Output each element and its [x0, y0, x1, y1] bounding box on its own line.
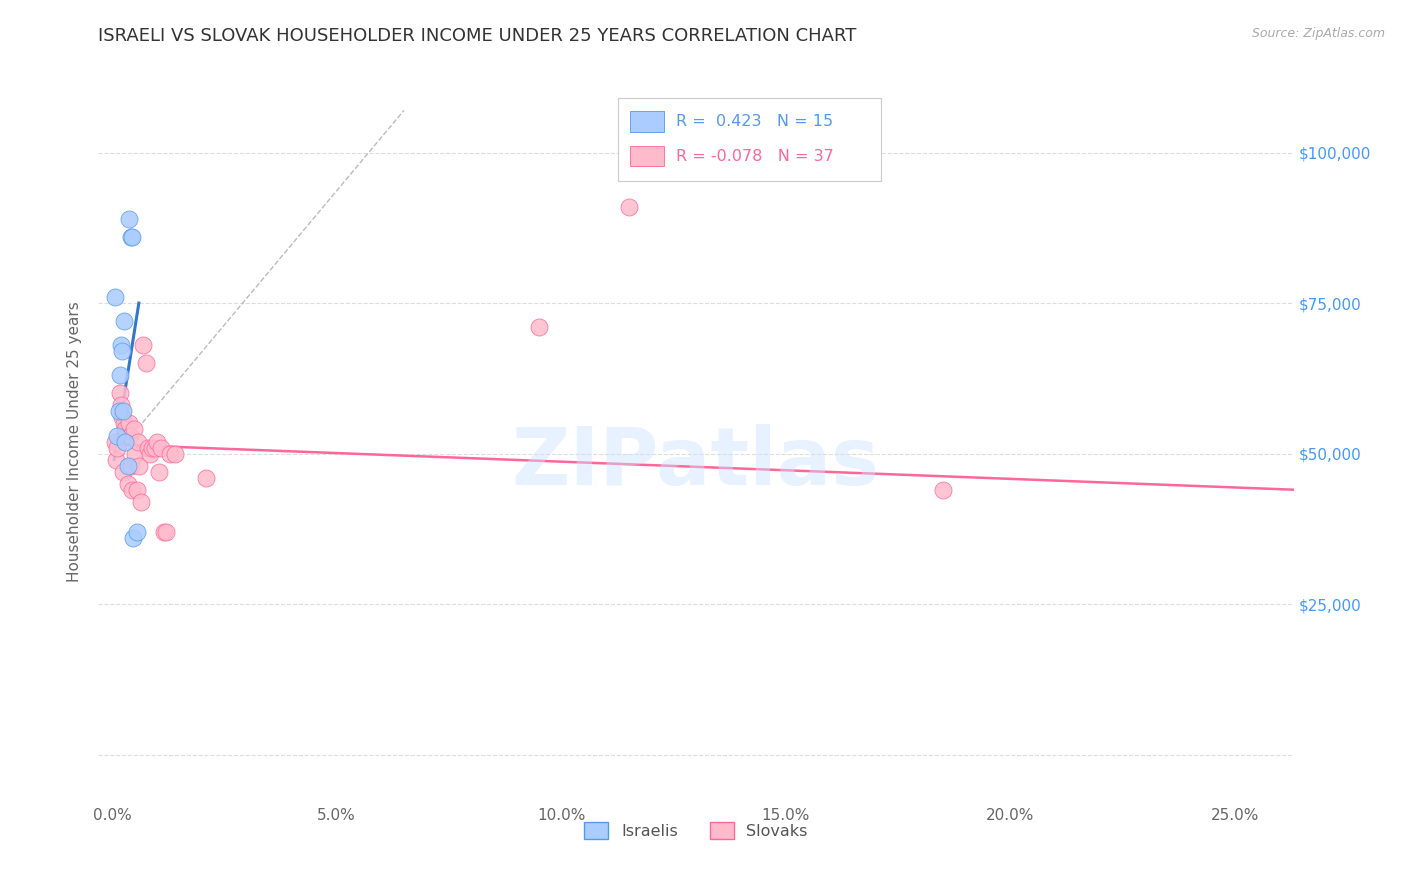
Point [139, 446, 162, 460]
Point [136, 441, 159, 455]
Y-axis label: Householder Income Under 25 years: Householder Income Under 25 years [67, 301, 83, 582]
Text: Source: ZipAtlas.com: Source: ZipAtlas.com [1251, 27, 1385, 40]
Point [105, 441, 128, 455]
Point [127, 434, 149, 449]
Point [125, 483, 148, 497]
Point [110, 338, 132, 352]
Point [617, 200, 640, 214]
Point [114, 422, 136, 436]
Point [121, 483, 143, 497]
FancyBboxPatch shape [619, 98, 882, 181]
Point [155, 524, 177, 539]
Point [527, 320, 550, 334]
Point [112, 465, 135, 479]
Point [146, 434, 169, 449]
Point [195, 470, 218, 484]
Point [107, 404, 129, 418]
Point [117, 458, 139, 473]
Point [932, 483, 955, 497]
Point [141, 441, 163, 455]
Point [125, 524, 148, 539]
Point [104, 290, 127, 304]
Point [117, 476, 139, 491]
Point [163, 446, 186, 460]
Point [114, 434, 136, 449]
FancyBboxPatch shape [630, 112, 664, 132]
Point [118, 428, 141, 442]
Point [111, 410, 134, 425]
Point [110, 398, 132, 412]
Point [114, 417, 136, 431]
Text: ZIPatlas: ZIPatlas [512, 425, 880, 502]
Point [159, 446, 181, 460]
Point [128, 458, 150, 473]
Point [105, 428, 128, 442]
Point [105, 452, 128, 467]
Point [148, 465, 170, 479]
Point [121, 229, 143, 244]
Point [152, 524, 174, 539]
Point [150, 441, 173, 455]
Point [129, 494, 152, 508]
Point [124, 446, 146, 460]
FancyBboxPatch shape [630, 146, 664, 166]
Point [132, 338, 155, 352]
Legend: Israelis, Slovaks: Israelis, Slovaks [578, 816, 814, 846]
Text: R = -0.078   N = 37: R = -0.078 N = 37 [676, 149, 834, 163]
Point [135, 356, 157, 370]
Text: ISRAELI VS SLOVAK HOUSEHOLDER INCOME UNDER 25 YEARS CORRELATION CHART: ISRAELI VS SLOVAK HOUSEHOLDER INCOME UND… [98, 27, 856, 45]
Point [122, 531, 145, 545]
Point [143, 441, 166, 455]
Point [108, 386, 131, 401]
Point [120, 458, 142, 473]
Point [124, 422, 146, 436]
Point [111, 344, 134, 359]
Text: R =  0.423   N = 15: R = 0.423 N = 15 [676, 114, 832, 129]
Point [112, 404, 135, 418]
Point [120, 229, 142, 244]
Point [118, 211, 141, 226]
Point [108, 368, 131, 383]
Point [104, 434, 127, 449]
Point [114, 314, 136, 328]
Point [118, 417, 141, 431]
